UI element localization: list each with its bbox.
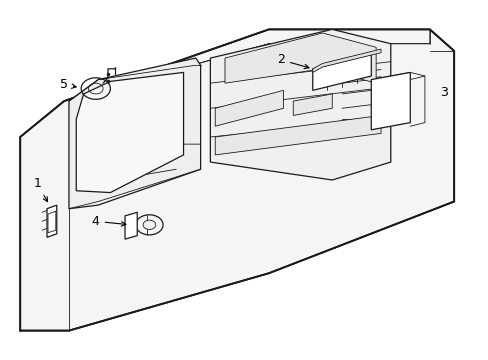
Polygon shape — [224, 33, 375, 83]
Polygon shape — [312, 54, 370, 90]
Polygon shape — [47, 205, 57, 237]
Polygon shape — [215, 90, 283, 126]
Text: 2: 2 — [277, 53, 308, 69]
Polygon shape — [76, 72, 183, 193]
Polygon shape — [125, 212, 137, 239]
Polygon shape — [20, 30, 453, 330]
Text: 5: 5 — [60, 78, 76, 91]
Polygon shape — [69, 58, 200, 209]
Polygon shape — [370, 72, 409, 130]
Text: 4: 4 — [92, 215, 125, 228]
Polygon shape — [210, 30, 390, 180]
Polygon shape — [48, 211, 56, 233]
Circle shape — [143, 220, 156, 229]
Polygon shape — [215, 116, 380, 155]
Text: 1: 1 — [33, 177, 47, 202]
Polygon shape — [293, 94, 331, 116]
Polygon shape — [312, 49, 380, 72]
Text: 3: 3 — [440, 86, 447, 99]
